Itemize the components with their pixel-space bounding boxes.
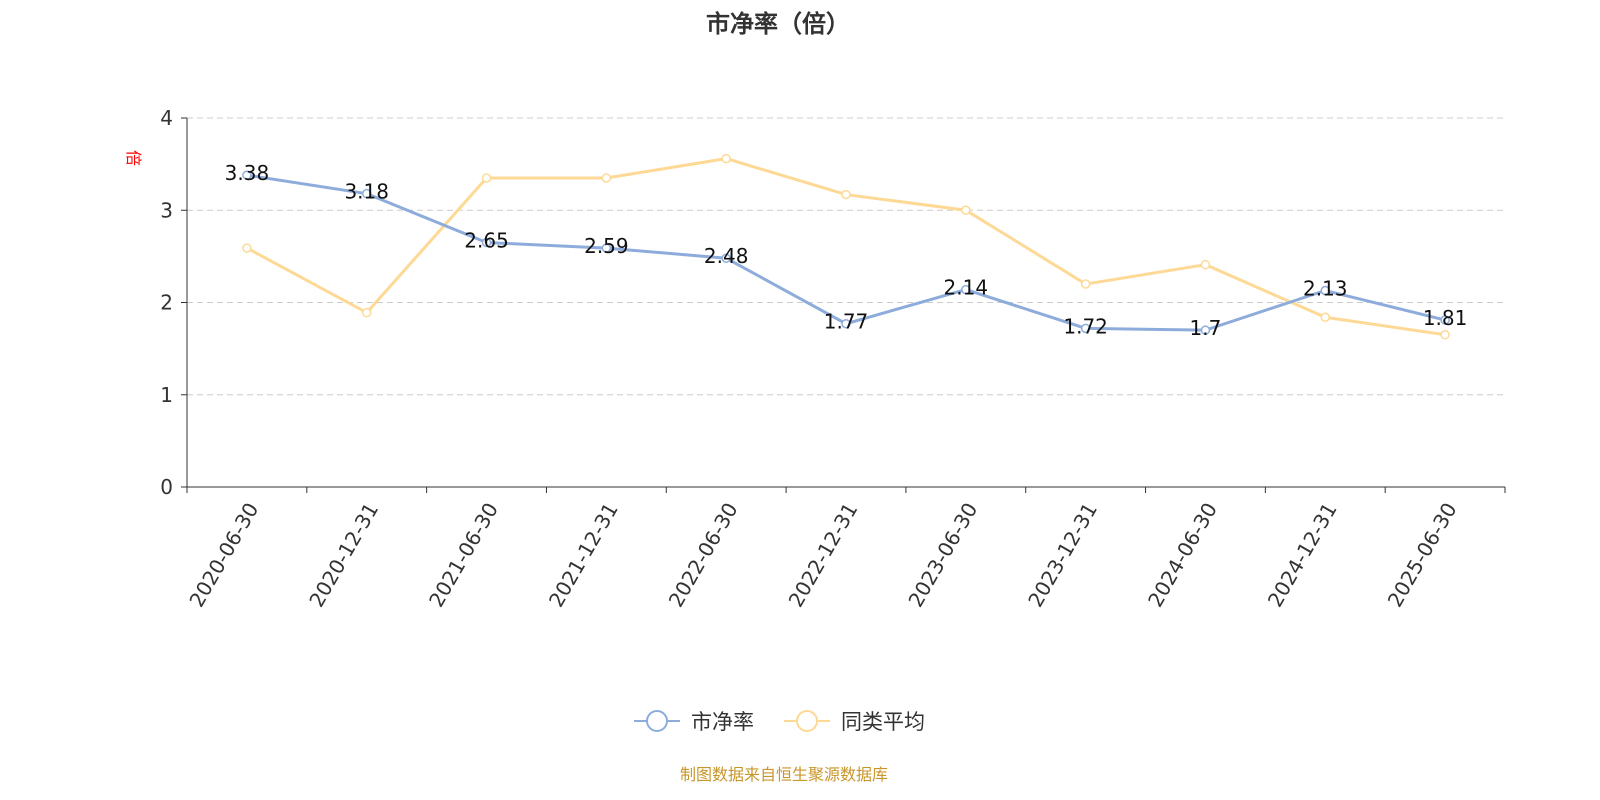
data-label: 2.14 (944, 276, 989, 300)
data-label: 2.13 (1303, 277, 1348, 301)
x-tick-label: 2024-06-30 (1143, 499, 1222, 612)
data-label: 3.38 (225, 161, 270, 185)
data-label: 3.18 (344, 180, 389, 204)
data-point (481, 173, 492, 183)
data-point (1320, 285, 1331, 296)
x-tick-label: 2025-06-30 (1383, 499, 1462, 612)
y-tick-label: 0 (160, 475, 173, 499)
data-point (361, 188, 372, 199)
data-point (1200, 259, 1211, 270)
data-point (961, 284, 971, 295)
data-source-note: 制图数据来自恒生聚源数据库 (680, 765, 888, 784)
data-point (1440, 315, 1450, 325)
data-point (361, 307, 372, 318)
data-point (1440, 330, 1450, 340)
y-tick-label: 4 (160, 106, 173, 130)
data-label: 2.59 (584, 234, 629, 258)
data-point (721, 153, 731, 164)
legend-item-0[interactable]: 市净率 (634, 710, 754, 734)
data-point (242, 243, 252, 253)
legend-circle-icon (796, 710, 818, 732)
data-point (841, 318, 851, 329)
data-label: 2.48 (704, 244, 749, 268)
x-tick-label: 2023-06-30 (903, 498, 982, 611)
data-point (242, 170, 252, 180)
x-tick-label: 2024-12-31 (1263, 499, 1342, 612)
data-point (841, 189, 851, 200)
data-point (961, 205, 971, 215)
x-tick-label: 2023-12-31 (1023, 499, 1102, 612)
data-point (601, 173, 612, 183)
x-tick-label: 2020-06-30 (184, 499, 263, 612)
legend-label: 同类平均 (841, 710, 925, 734)
y-axis-label: 倍 (124, 150, 143, 166)
series-line-1 (246, 157, 1446, 337)
data-label: 1.77 (824, 310, 869, 334)
data-label: 1.81 (1423, 306, 1468, 330)
data-point (1200, 325, 1211, 335)
y-tick-label: 1 (160, 383, 173, 407)
data-label: 1.72 (1063, 314, 1108, 338)
legend-item-1[interactable]: 同类平均 (784, 710, 925, 734)
data-point (1080, 323, 1091, 334)
data-point (1320, 312, 1331, 323)
y-tick-label: 3 (160, 198, 173, 222)
data-point (481, 237, 492, 248)
legend-label: 市净率 (691, 710, 754, 734)
data-label: 2.65 (464, 229, 509, 253)
data-point (601, 243, 612, 253)
x-tick-label: 2021-06-30 (424, 498, 503, 611)
data-point (1080, 279, 1091, 289)
legend-circle-icon (646, 710, 668, 732)
data-point (721, 253, 731, 263)
data-label: 1.7 (1190, 316, 1222, 340)
x-tick-label: 2020-12-31 (304, 499, 383, 612)
x-tick-label: 2022-06-30 (664, 499, 743, 612)
chart-title: 市净率（倍） (706, 10, 850, 38)
y-tick-label: 2 (160, 291, 173, 315)
x-tick-label: 2021-12-31 (544, 499, 623, 612)
x-tick-label: 2022-12-31 (784, 499, 863, 612)
